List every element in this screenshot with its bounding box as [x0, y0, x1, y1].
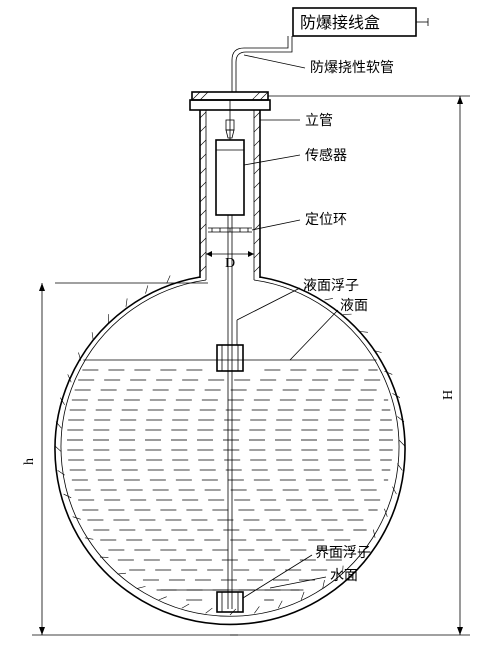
liquid-float — [217, 345, 243, 371]
standpipe-label: 立管 — [305, 113, 333, 129]
interface-float-label: 界面浮子 — [315, 545, 371, 561]
dim-h: h — [22, 283, 238, 635]
water-surface-leader — [270, 577, 326, 588]
liquid-surface-leader — [290, 310, 338, 360]
sensor-leader — [244, 155, 300, 165]
liquid-float-label: 液面浮子 — [303, 278, 359, 294]
junction-box-label: 防爆接线盒 — [300, 13, 380, 32]
dim-D-text: D — [225, 256, 235, 271]
level-gauge-diagram: 防爆接线盒 防爆挠性软管 — [0, 0, 500, 660]
interface-float-leader — [243, 555, 312, 598]
water-surface-label: 水面 — [330, 568, 358, 584]
flex-conduit — [232, 36, 292, 92]
liquid-float-leader — [237, 288, 300, 320]
locating-ring-label: 定位环 — [305, 212, 347, 228]
flex-conduit-leader — [244, 55, 305, 68]
sensor — [216, 100, 244, 215]
junction-box: 防爆接线盒 — [293, 8, 428, 36]
guide-rod — [228, 215, 232, 609]
locating-ring — [208, 228, 252, 232]
liquid-surface-label: 液面 — [340, 298, 368, 314]
flex-conduit-label: 防爆挠性软管 — [310, 60, 394, 76]
tank-inner-shell — [61, 280, 399, 616]
liquid-body — [67, 360, 393, 600]
dim-H-text: H — [441, 390, 456, 400]
sensor-label: 传感器 — [305, 147, 347, 164]
dim-D: D — [206, 251, 254, 271]
interface-float — [217, 592, 243, 612]
dim-h-text: h — [22, 458, 37, 465]
